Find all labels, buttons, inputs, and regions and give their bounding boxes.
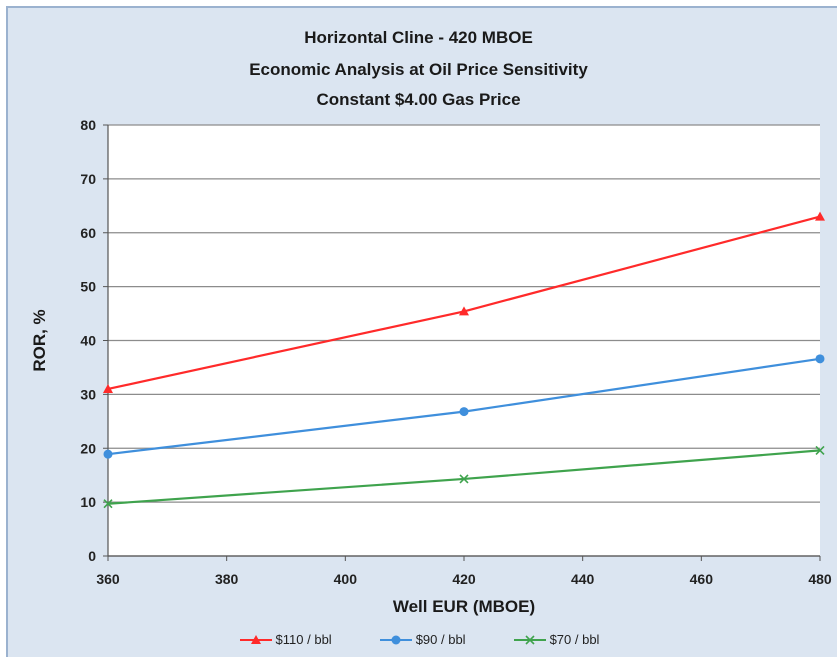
- data-point: [815, 354, 825, 364]
- y-tick-label: 80: [80, 117, 96, 133]
- legend-swatch: [239, 634, 272, 644]
- y-tick-label: 50: [80, 279, 96, 295]
- legend: $110 / bbl $90 / bbl $70 / bbl: [0, 632, 837, 647]
- x-tick-label: 420: [452, 571, 476, 587]
- y-tick-label: 60: [80, 225, 96, 241]
- legend-marker-stroke: [524, 634, 535, 645]
- y-tick-label: 20: [80, 440, 96, 456]
- x-tick-label: 460: [690, 571, 714, 587]
- legend-item: $110 / bbl: [238, 632, 332, 647]
- x-tick-label: 440: [571, 571, 595, 587]
- data-point: [459, 306, 469, 316]
- data-point-stroke: [815, 445, 825, 455]
- data-point: [103, 449, 113, 459]
- y-tick-label: 0: [88, 548, 96, 564]
- x-tick-label: 380: [215, 571, 239, 587]
- legend-marker: [250, 634, 261, 644]
- legend-marker: [524, 634, 535, 645]
- data-point-stroke: [459, 474, 469, 484]
- x-tick-label: 360: [96, 571, 120, 587]
- legend-item: $70 / bbl: [512, 632, 600, 647]
- data-point: [103, 383, 113, 393]
- data-point: [815, 211, 825, 221]
- y-tick-label: 30: [80, 386, 96, 402]
- x-tick-label: 400: [334, 571, 358, 587]
- y-tick-label: 40: [80, 333, 96, 349]
- legend-label: $90 / bbl: [415, 632, 466, 647]
- legend-label: $110 / bbl: [275, 632, 332, 647]
- legend-label: $70 / bbl: [549, 632, 600, 647]
- data-point: [459, 474, 469, 484]
- chart-title-line-2: Economic Analysis at Oil Price Sensitivi…: [249, 60, 588, 79]
- x-axis-label: Well EUR (MBOE): [393, 597, 535, 616]
- legend-marker: [391, 635, 401, 644]
- data-point: [815, 445, 825, 455]
- y-tick-label: 10: [80, 494, 96, 510]
- data-point-stroke: [103, 499, 113, 509]
- chart-title-line-1: Horizontal Cline - 420 MBOE: [304, 28, 533, 47]
- legend-swatch: [513, 634, 546, 645]
- chart-title-line-3: Constant $4.00 Gas Price: [316, 90, 521, 109]
- x-tick-label: 480: [808, 571, 832, 587]
- legend-item: $90 / bbl: [378, 632, 466, 647]
- legend-swatch: [379, 635, 412, 644]
- y-axis-label: ROR, %: [30, 309, 49, 371]
- data-point: [103, 499, 113, 509]
- data-point: [459, 407, 469, 417]
- y-tick-label: 70: [80, 171, 96, 187]
